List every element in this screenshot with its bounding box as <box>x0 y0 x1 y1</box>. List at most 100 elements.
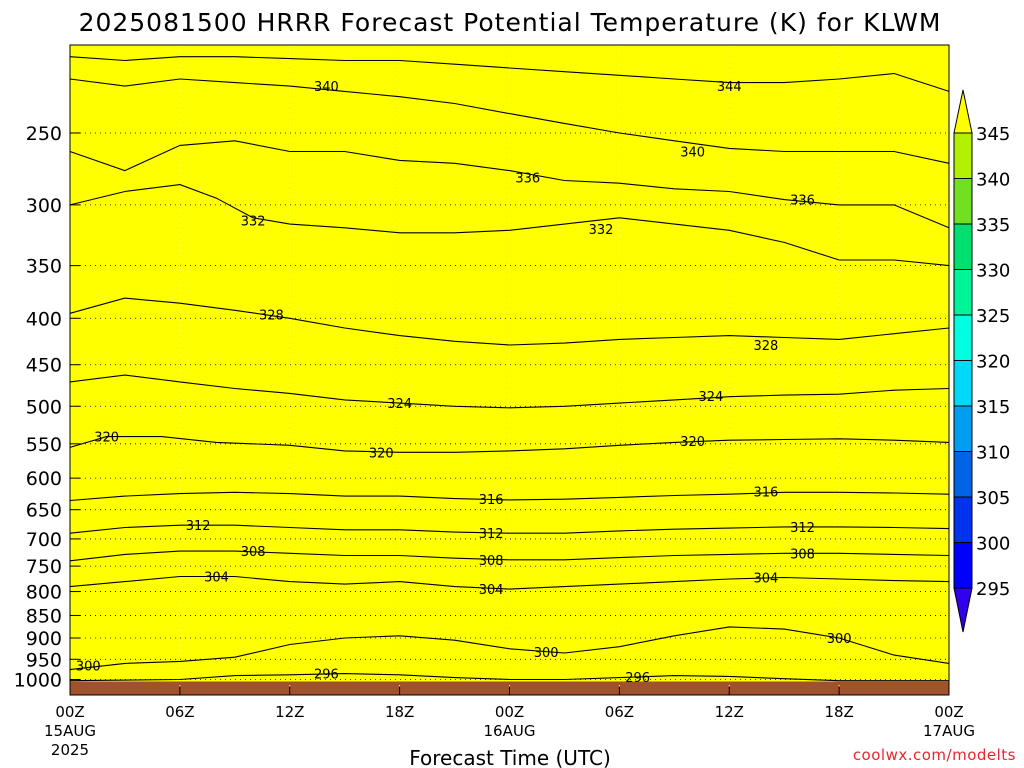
isentrope-336 <box>69 140 950 229</box>
y-tick-label: 800 <box>26 582 62 604</box>
contour-label: 336 <box>515 172 540 187</box>
isentrope-312 <box>69 524 950 534</box>
colorbar-swatch <box>953 542 973 589</box>
y-tick-label: 1000 <box>14 670 62 692</box>
contour-label: 320 <box>94 431 119 446</box>
contour-label: 332 <box>241 214 266 229</box>
isentrope-300 <box>69 626 950 671</box>
isentrope-320 <box>69 436 950 453</box>
x-tick-date: 16AUG <box>484 722 536 740</box>
y-tick-label: 500 <box>26 396 62 418</box>
isentrope-304 <box>69 575 950 590</box>
y-tick-label: 950 <box>26 649 62 671</box>
contour-label: 304 <box>479 583 504 598</box>
contour-label: 308 <box>790 547 815 562</box>
x-tick-label: 12Z <box>275 703 304 721</box>
colorbar-label: 325 <box>976 306 1010 327</box>
isentrope-324 <box>69 374 950 409</box>
x-tick-label: 06Z <box>165 703 194 721</box>
contour-label: 316 <box>479 493 504 508</box>
contour-label: 308 <box>479 554 504 569</box>
contour-label: 312 <box>186 519 211 534</box>
colorbar-label: 315 <box>976 397 1010 418</box>
contour-label: 296 <box>625 671 650 686</box>
x-tick-label: 06Z <box>605 703 634 721</box>
chart-title: 2025081500 HRRR Forecast Potential Tempe… <box>79 8 942 37</box>
contour-label: 332 <box>589 223 614 238</box>
contour-label: 336 <box>790 194 815 209</box>
contour-label: 304 <box>753 572 778 587</box>
isentrope-308 <box>69 550 950 562</box>
y-axis: 2503003504004505005506006507007508008509… <box>14 123 80 692</box>
x-tick-label: 12Z <box>715 703 744 721</box>
contour-label: 316 <box>753 486 778 501</box>
x-tick-year: 2025 <box>51 741 89 759</box>
colorbar-swatch <box>953 496 973 543</box>
x-tick-label: 00Z <box>934 703 963 721</box>
contour-label: 324 <box>699 390 724 405</box>
contour-label: 312 <box>790 521 815 536</box>
isentrope-344 <box>69 56 950 92</box>
contour-label: 312 <box>479 527 504 542</box>
y-tick-label: 600 <box>26 468 62 490</box>
colorbar-label: 335 <box>976 215 1010 236</box>
contour-label: 300 <box>827 632 852 647</box>
colorbar-swatch <box>953 451 973 498</box>
contour-label: 320 <box>369 446 394 461</box>
y-tick-label: 250 <box>26 123 62 145</box>
y-tick-label: 550 <box>26 434 62 456</box>
colorbar-label: 340 <box>976 170 1010 191</box>
colorbar-label: 310 <box>976 443 1010 464</box>
colorbar-label: 300 <box>976 534 1010 555</box>
x-tick-label: 18Z <box>385 703 414 721</box>
x-tick-label: 00Z <box>495 703 524 721</box>
isentrope-296 <box>69 673 949 682</box>
colorbar-bottom-arrow <box>953 587 973 633</box>
colorbar-label: 320 <box>976 352 1010 373</box>
y-tick-label: 450 <box>26 355 62 377</box>
contour-label: 328 <box>259 308 284 323</box>
colorbar-label: 305 <box>976 488 1010 509</box>
y-tick-label: 350 <box>26 256 62 278</box>
isentrope-328 <box>69 297 950 346</box>
x-tick-date: 17AUG <box>923 722 975 740</box>
contour-label: 328 <box>753 339 778 354</box>
colorbar-swatch <box>953 269 973 316</box>
colorbar-label: 330 <box>976 261 1010 282</box>
x-tick-date: 15AUG <box>44 722 96 740</box>
y-tick-label: 400 <box>26 308 62 330</box>
colorbar-swatch <box>953 314 973 361</box>
colorbar-label: 295 <box>976 579 1010 600</box>
x-tick-label: 00Z <box>55 703 84 721</box>
colorbar-top-arrow <box>953 89 973 134</box>
contour-label: 300 <box>76 659 101 674</box>
isentrope-340 <box>69 78 950 164</box>
colorbar-swatch <box>953 178 973 225</box>
contour-label: 300 <box>534 646 559 661</box>
contour-label: 344 <box>717 80 742 95</box>
y-tick-label: 650 <box>26 500 62 522</box>
isentrope-332 <box>69 184 950 267</box>
contour-label: 340 <box>314 80 339 95</box>
contour-labels: 340 344 340 336 336 332 332 328 328 324 324 320 320 3… <box>76 80 852 686</box>
y-tick-label: 850 <box>26 605 62 627</box>
credit-text: coolwx.com/modelts <box>853 746 1016 764</box>
colorbar-swatch <box>953 223 973 270</box>
contour-label: 296 <box>314 668 339 683</box>
contour-label: 320 <box>680 435 705 450</box>
contour-label: 340 <box>680 145 705 160</box>
colorbar-swatch <box>953 405 973 452</box>
x-axis-label: Forecast Time (UTC) <box>409 746 611 768</box>
y-tick-label: 750 <box>26 556 62 578</box>
x-tick-label: 18Z <box>824 703 853 721</box>
colorbar-swatch <box>953 360 973 407</box>
colorbar: 345 340 335 330 325 320 315 310 305 300 295 <box>953 89 1010 633</box>
y-tick-label: 300 <box>26 195 62 217</box>
isentrope-contours <box>69 56 950 682</box>
colorbar-label: 345 <box>976 124 1010 145</box>
contour-label: 308 <box>241 545 266 560</box>
colorbar-swatch <box>953 132 973 179</box>
contour-label: 324 <box>387 397 412 412</box>
